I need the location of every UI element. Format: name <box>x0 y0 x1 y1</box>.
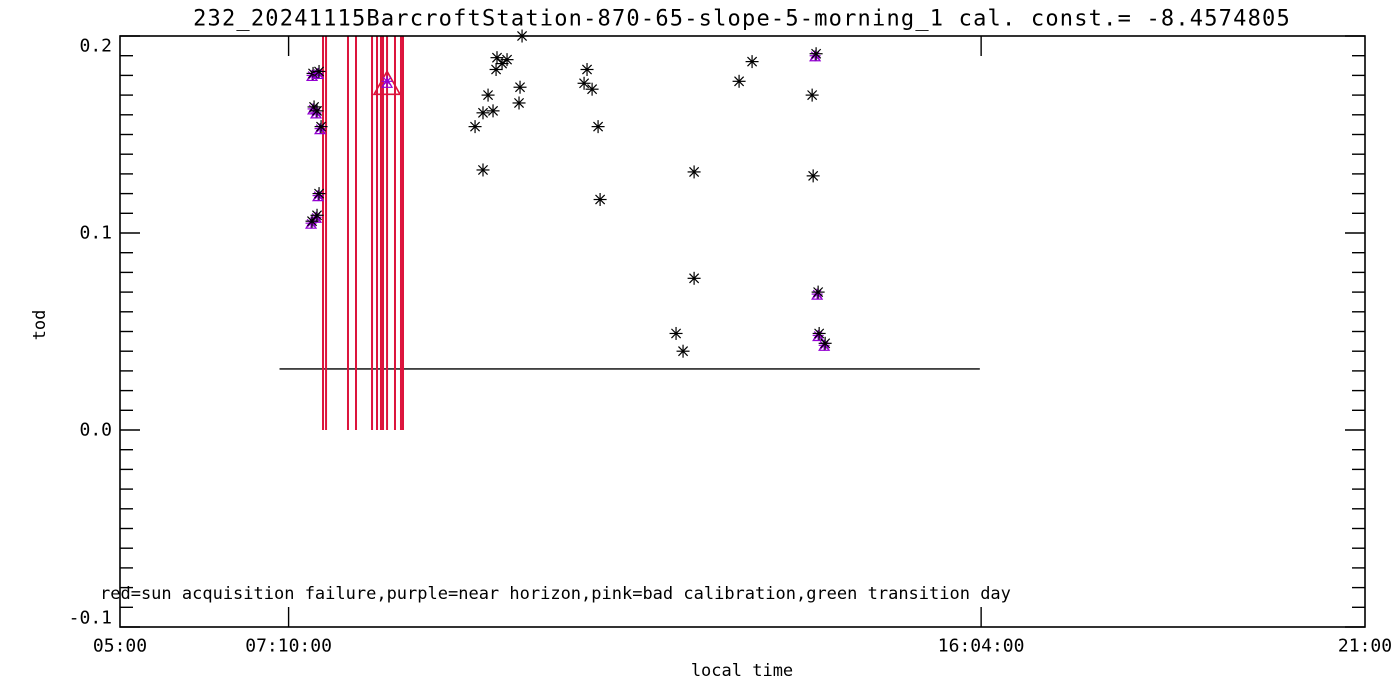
data-point-valid <box>734 76 745 87</box>
data-point-valid <box>808 170 819 181</box>
data-point-valid <box>470 121 481 132</box>
y-tick-label: 0.1 <box>79 223 112 244</box>
data-point-valid <box>595 194 606 205</box>
data-point-near-horizon <box>314 66 325 77</box>
data-point-valid <box>477 164 489 175</box>
data-point-valid <box>483 90 494 101</box>
y-tick-label: 0.0 <box>79 420 112 441</box>
data-point-valid <box>491 52 503 63</box>
data-point-valid <box>502 54 513 65</box>
data-point-valid <box>807 90 818 101</box>
y-axis-label: tod <box>30 310 50 341</box>
data-point-near-horizon <box>307 216 318 227</box>
plot-box <box>119 35 1366 628</box>
y-tick-label: 0.2 <box>79 36 112 57</box>
x-axis-label: local time <box>691 661 793 681</box>
x-tick-label: 07:10:00 <box>245 636 332 657</box>
data-point-valid <box>582 64 593 75</box>
data-point-valid <box>689 166 700 177</box>
x-tick-label: 16:04:00 <box>938 636 1025 657</box>
data-point-valid <box>671 328 682 339</box>
data-point-near-horizon <box>312 210 323 221</box>
chart-generated-layer: 0.2 0.1 0.0 -0.1 05:00 07:10:00 16:04:00 21:00 <box>69 29 1392 657</box>
data-point-valid <box>747 56 758 67</box>
data-point-valid <box>678 346 689 357</box>
data-point-valid <box>491 64 502 75</box>
data-point-valid <box>488 105 499 116</box>
plot-title: 232_20241115BarcroftStation-870-65-slope… <box>193 7 1291 32</box>
data-point-valid <box>579 78 590 89</box>
x-tick-label: 21:00 <box>1338 636 1392 657</box>
data-point-valid <box>593 121 604 132</box>
data-point-near-horizon <box>309 101 320 112</box>
data-point-bad-calibration <box>382 76 392 86</box>
data-point-valid <box>477 107 489 118</box>
data-point-valid <box>514 97 525 109</box>
data-point-near-horizon <box>811 48 822 59</box>
x-tick-label: 05:00 <box>93 636 147 657</box>
y-tick-label: -0.1 <box>69 608 112 629</box>
data-point-near-horizon <box>312 105 323 116</box>
legend-annotation: red=sun acquisition failure,purple=near … <box>100 584 1011 604</box>
data-point-near-horizon <box>814 328 825 339</box>
data-point-near-horizon <box>314 188 325 199</box>
data-point-near-horizon <box>813 287 824 298</box>
data-point-near-horizon <box>820 338 831 349</box>
data-point-valid <box>587 84 598 95</box>
data-point-valid <box>689 273 700 284</box>
data-point-valid <box>515 82 526 93</box>
bad-calibration-triangle <box>372 69 402 96</box>
data-point-near-horizon <box>316 121 327 132</box>
